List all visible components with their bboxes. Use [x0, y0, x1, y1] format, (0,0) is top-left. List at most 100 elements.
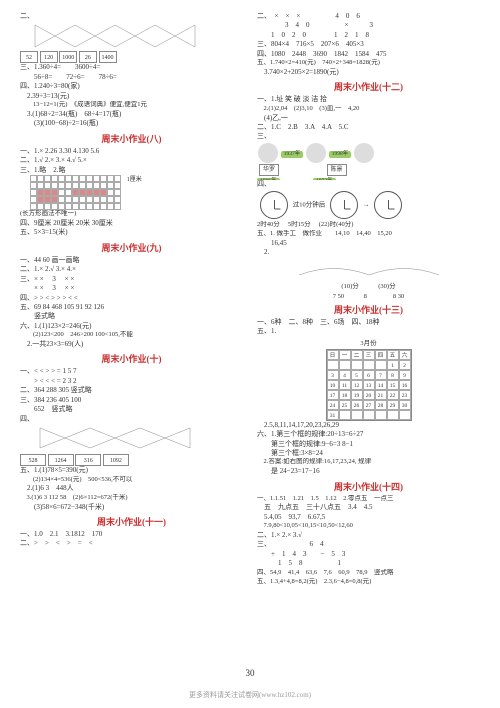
- text: 三、× × 3 × ×: [20, 275, 243, 284]
- text: 五、1.(1)78×5=390(元): [20, 466, 243, 475]
- left-column: 二、 52 120 1000 26 1400 三、1.360÷4= 3600÷4…: [20, 12, 243, 586]
- clock-arrow-label: →: [363, 202, 370, 209]
- text: 五、1.3,4+4,8=8,2(元) 2.3,6−4,8=0,8(元): [257, 578, 480, 587]
- time: (22)时(40分): [319, 221, 354, 228]
- text: 是 24−23=17−16: [257, 467, 480, 476]
- cross-diagram-2: [20, 424, 243, 454]
- text: 六、1.(1)123×2=246(元): [20, 322, 243, 331]
- arc-label: (10)分: [341, 283, 358, 290]
- text: 一、44 60 画一画略: [20, 256, 243, 265]
- text: 五、5×3=15(米): [20, 228, 243, 237]
- calendar-grid: 日一二三四五六 12345678910111213141516171819202…: [326, 349, 412, 421]
- text: 四、: [20, 415, 243, 424]
- text: 四、1080 2448 3690 1842 1584 475: [257, 50, 480, 59]
- person-icon: [354, 143, 374, 163]
- text: 2.: [257, 248, 480, 257]
- text: + 1 4 3 − 5 3: [257, 550, 480, 559]
- hw12-title: 周末小作业(十二): [257, 80, 480, 93]
- arc-label: (30)分: [378, 283, 395, 290]
- text: 652 竖式略: [20, 405, 243, 414]
- text: 2.一共23×3=69(人): [20, 340, 243, 349]
- page-number: 30: [0, 668, 500, 678]
- text: 56÷8= 72÷6= 78÷6=: [20, 73, 243, 82]
- text: 二、 × × × 4 0 6: [257, 12, 480, 21]
- text: 2.(1)6 3 448人: [20, 484, 243, 493]
- grid: [30, 175, 121, 210]
- text: 五、1.740×2=410(元) 740×2+348=1828(元): [257, 59, 480, 68]
- hw14-title: 周末小作业(十四): [257, 480, 480, 493]
- hw8-title: 周末小作业(八): [20, 132, 243, 145]
- text: 二、1.× 2.√ 3.× 4.×: [20, 265, 243, 274]
- clock-icon: [374, 191, 402, 219]
- text: 五 九点五 三十八点五 3.4 4.5: [257, 503, 480, 512]
- text: × × 3 × ×: [20, 284, 243, 293]
- text: (3)58×6=672−348(千米): [20, 503, 243, 512]
- box: 26: [79, 51, 97, 63]
- text: 二、1.√ 2.× 3.× 4.√ 5.×: [20, 156, 243, 165]
- text: 竖式略: [20, 312, 243, 321]
- text: 13−12=1(元) 《成语词典》便宜,便宜1元: [20, 101, 243, 110]
- year-tag: 1998年: [329, 151, 352, 158]
- text: 四、1.240÷3=80(家): [20, 82, 243, 91]
- arc-nums: 7 50 8 8 30: [257, 290, 480, 300]
- text: 1 5 8 1: [257, 559, 480, 568]
- sec-label: 二、: [20, 12, 243, 21]
- text: 第三个框的规律:9−6=3 8−1: [257, 440, 480, 449]
- text: (2)134×4=536(元) 500<536,不可以: [20, 476, 243, 485]
- text: 一、< < > > = 1 5 7: [20, 367, 243, 376]
- box: 316: [75, 454, 101, 466]
- text: 一、1.0 2.1 3.1812 170: [20, 530, 243, 539]
- text: 二、1.× 2.× 3.√: [257, 531, 480, 540]
- text: 二、> > < > = <: [20, 539, 243, 548]
- right-column: 二、 × × × 4 0 6 3 4 0 × 3 1 0 2 0 1 2 1 8…: [257, 12, 480, 586]
- box: 528: [20, 454, 46, 466]
- clock-icon: [330, 191, 358, 219]
- text: 一、1.1.51 1.21 1.5 1.12 2.零点五 一点三: [257, 495, 480, 504]
- box: 1092: [103, 454, 129, 466]
- text: 3.(1)68÷2=34(瓶) 68÷4=17(瓶): [20, 110, 243, 119]
- text: 四、54,9 41,4 63,6 7,6 60,9 78,9 竖式略: [257, 569, 480, 578]
- time: 5时15分: [288, 221, 311, 228]
- text: 3.(1)6 3 112 58 (2)6×112=672(千米): [20, 494, 243, 503]
- hw9-title: 周末小作业(九): [20, 241, 243, 254]
- text: 2.5,8,11,14,17,20,23,26,29: [257, 421, 480, 430]
- diag-ops: 52 120 1000 26 1400: [20, 51, 243, 63]
- arc-diagram: (10)分 (30)分 7 50 8 8 30: [257, 260, 480, 300]
- text: 六、1.第三个框的规律:20÷13=6÷27: [257, 430, 480, 439]
- name-box: 陈景: [327, 164, 347, 176]
- text: 一、1.址 笑 破 淡 洁 拾: [257, 95, 480, 104]
- year-tag: 1937年: [281, 151, 304, 158]
- text: 3.740×2+205×2=1890(元): [257, 68, 480, 77]
- text: 二、1.C 2.B 3.A 4.A 5.C: [257, 123, 480, 132]
- text: 三、: [257, 132, 480, 141]
- footer-text: 更多资料请关注试卷网(www.hz102.com): [0, 690, 500, 700]
- box: 1400: [99, 51, 117, 63]
- text: 五、1.: [257, 327, 480, 336]
- name-box: 华罗: [259, 164, 279, 176]
- box: 52: [20, 51, 38, 63]
- grid-label: 1厘米: [127, 177, 142, 183]
- hw13-title: 周末小作业(十三): [257, 303, 480, 316]
- text: 2.39÷3=13(元): [20, 92, 243, 101]
- time: 2时40分: [257, 221, 280, 228]
- hw10-title: 周末小作业(十): [20, 352, 243, 365]
- cal-title: 3月份: [257, 337, 480, 347]
- text: 一、6种 二、8种 三、6场 四、18种: [257, 318, 480, 327]
- text: > < < < = 2 3 2: [20, 377, 243, 386]
- cross-diagram-1: [20, 21, 243, 51]
- text: 3 4 0 × 3: [257, 21, 480, 30]
- text: 三、804×4 716×5 207×6 405×3: [257, 40, 480, 49]
- clock-icon: [260, 191, 288, 219]
- calendar: 3月份 日一二三四五六 1234567891011121314151617181…: [257, 337, 480, 421]
- year-tag: 1986年: [257, 178, 280, 180]
- grid-area: 1厘米: [20, 175, 243, 210]
- text: 一、1.× 2.26 3.30 4.130 5.6: [20, 147, 243, 156]
- text: 5.4,05 93,7 6.67,5: [257, 513, 480, 522]
- clock-times: 2时40分 5时15分 (22)时(40分): [257, 221, 480, 230]
- text: 四、9厘米 20厘米 20米 30厘米: [20, 219, 243, 228]
- text: 三、1.略 2.略: [20, 166, 243, 175]
- clocks-row: 过10分钟后 →: [257, 189, 480, 221]
- text: 2.(1)2,04 (2)3,10 (3)皿,一 4,20: [257, 105, 480, 114]
- clock-arrow-label: 过10分钟后: [293, 202, 326, 209]
- text: 四、: [257, 180, 480, 189]
